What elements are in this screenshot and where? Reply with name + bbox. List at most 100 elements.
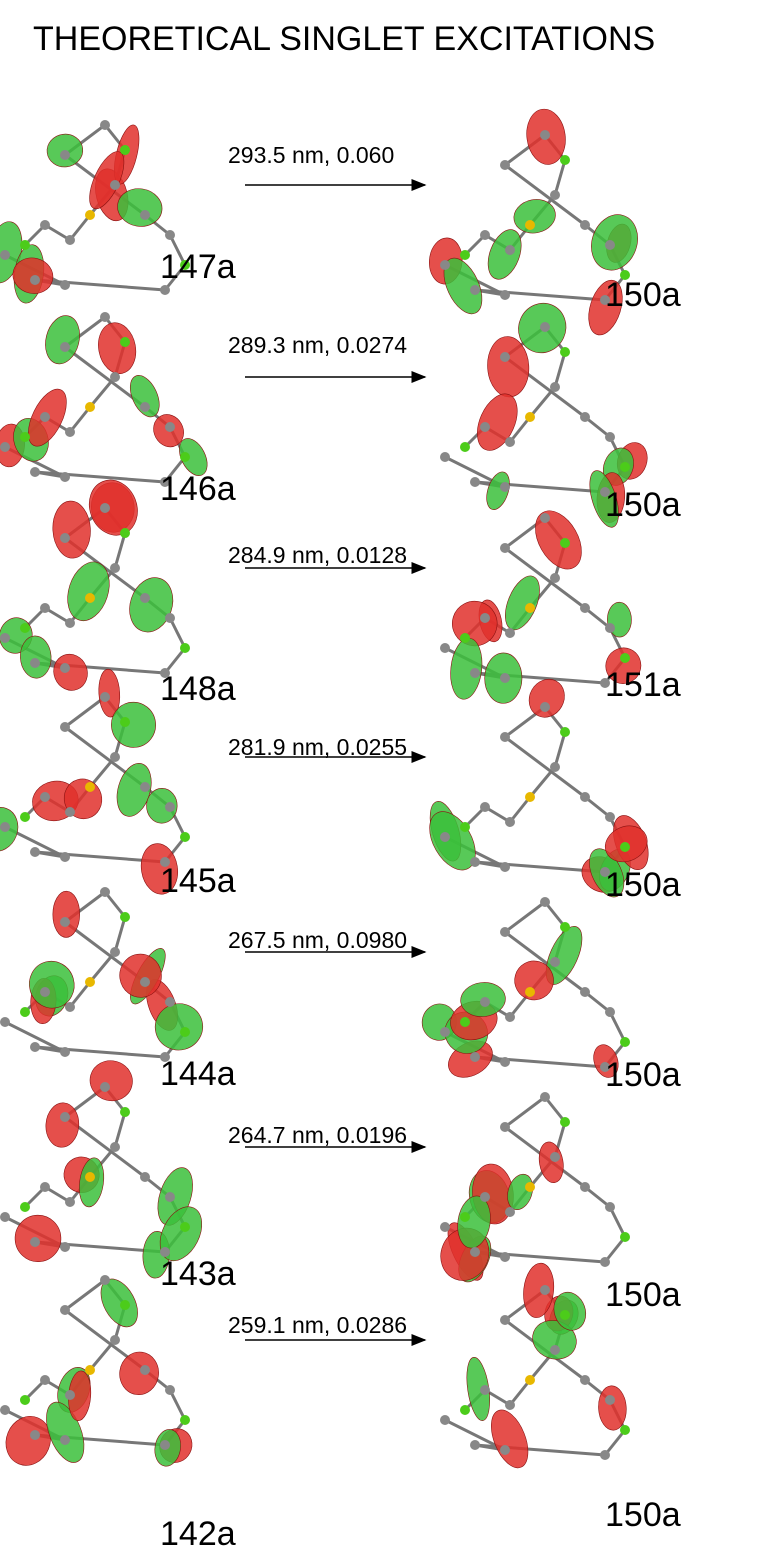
atom bbox=[500, 862, 510, 872]
atom bbox=[540, 130, 550, 140]
atom bbox=[525, 987, 535, 997]
bond bbox=[603, 1429, 627, 1456]
atom bbox=[500, 290, 510, 300]
atom bbox=[605, 623, 615, 633]
atom bbox=[600, 295, 610, 305]
atom bbox=[505, 245, 515, 255]
bond bbox=[584, 1185, 611, 1209]
atom bbox=[500, 352, 510, 362]
atom bbox=[0, 250, 10, 260]
molecule bbox=[440, 510, 642, 704]
bond bbox=[584, 606, 611, 630]
atom bbox=[165, 1385, 175, 1395]
atom bbox=[0, 1017, 10, 1027]
bond bbox=[474, 1250, 606, 1264]
orbital-lobe bbox=[78, 1157, 105, 1208]
molecule bbox=[0, 1275, 193, 1467]
atom bbox=[165, 422, 175, 432]
atom bbox=[600, 487, 610, 497]
transition-label: 281.9 nm, 0.0255 bbox=[228, 734, 407, 760]
atom bbox=[180, 452, 190, 462]
atom bbox=[60, 1242, 70, 1252]
atom bbox=[140, 402, 150, 412]
atom bbox=[500, 927, 510, 937]
atom bbox=[525, 1375, 535, 1385]
atom bbox=[480, 1385, 490, 1395]
bond bbox=[608, 1011, 627, 1043]
atom bbox=[30, 658, 40, 668]
atom bbox=[460, 1212, 470, 1222]
atom bbox=[525, 603, 535, 613]
atom bbox=[140, 1365, 150, 1375]
atom bbox=[40, 1182, 50, 1192]
atom bbox=[500, 1122, 510, 1132]
atom bbox=[580, 603, 590, 613]
atom bbox=[40, 1375, 50, 1385]
atom bbox=[20, 240, 30, 250]
orbital-lobe bbox=[450, 637, 483, 700]
atom bbox=[60, 1435, 70, 1445]
atom bbox=[120, 337, 130, 347]
atom bbox=[550, 762, 560, 772]
molecule bbox=[0, 120, 190, 304]
orbital-lobe bbox=[20, 635, 52, 679]
bond bbox=[504, 930, 586, 994]
transition-label: 259.1 nm, 0.0286 bbox=[228, 1312, 407, 1338]
atom bbox=[30, 1430, 40, 1440]
atom bbox=[60, 852, 70, 862]
atom bbox=[110, 372, 120, 382]
atom bbox=[140, 782, 150, 792]
atom bbox=[180, 260, 190, 270]
orbital-lobe bbox=[538, 1141, 564, 1183]
bond bbox=[584, 415, 611, 439]
atom bbox=[480, 1192, 490, 1202]
atom bbox=[160, 857, 170, 867]
atom bbox=[100, 887, 110, 897]
molecule bbox=[440, 1092, 630, 1283]
atom bbox=[160, 668, 170, 678]
atom bbox=[65, 1197, 75, 1207]
atom bbox=[470, 668, 480, 678]
orbital-lobe bbox=[507, 1173, 534, 1211]
atom bbox=[60, 342, 70, 352]
atom bbox=[580, 1182, 590, 1192]
bond bbox=[103, 891, 127, 918]
molecule bbox=[0, 312, 208, 487]
atom bbox=[505, 1400, 515, 1410]
bond bbox=[163, 647, 187, 674]
atom bbox=[60, 1047, 70, 1057]
orbital-lobe bbox=[53, 653, 88, 691]
atom bbox=[20, 812, 30, 822]
atom bbox=[460, 442, 470, 452]
atom bbox=[505, 817, 515, 827]
orbital-lobe bbox=[457, 1195, 491, 1249]
atom bbox=[460, 250, 470, 260]
atom bbox=[85, 593, 95, 603]
atom bbox=[120, 1300, 130, 1310]
molecule bbox=[440, 1262, 630, 1469]
atom bbox=[85, 402, 95, 412]
atom bbox=[620, 653, 630, 663]
bond bbox=[168, 617, 187, 649]
bond bbox=[113, 532, 127, 569]
atom bbox=[560, 727, 570, 737]
orbital-lobe bbox=[491, 1409, 529, 1469]
atom bbox=[620, 1425, 630, 1435]
orbital-lobe bbox=[598, 1385, 627, 1431]
atom bbox=[620, 1232, 630, 1242]
atom bbox=[85, 210, 95, 220]
atom bbox=[100, 120, 110, 130]
atom bbox=[110, 563, 120, 573]
atom bbox=[40, 987, 50, 997]
bond bbox=[34, 1045, 166, 1059]
atom bbox=[505, 1012, 515, 1022]
orbital-lobe bbox=[505, 575, 540, 631]
atom bbox=[600, 678, 610, 688]
atom bbox=[440, 452, 450, 462]
bond bbox=[584, 990, 611, 1014]
bond bbox=[584, 795, 611, 819]
atom bbox=[0, 442, 10, 452]
orbital-lobe bbox=[98, 668, 121, 718]
atom bbox=[60, 280, 70, 290]
atom bbox=[0, 1212, 10, 1222]
